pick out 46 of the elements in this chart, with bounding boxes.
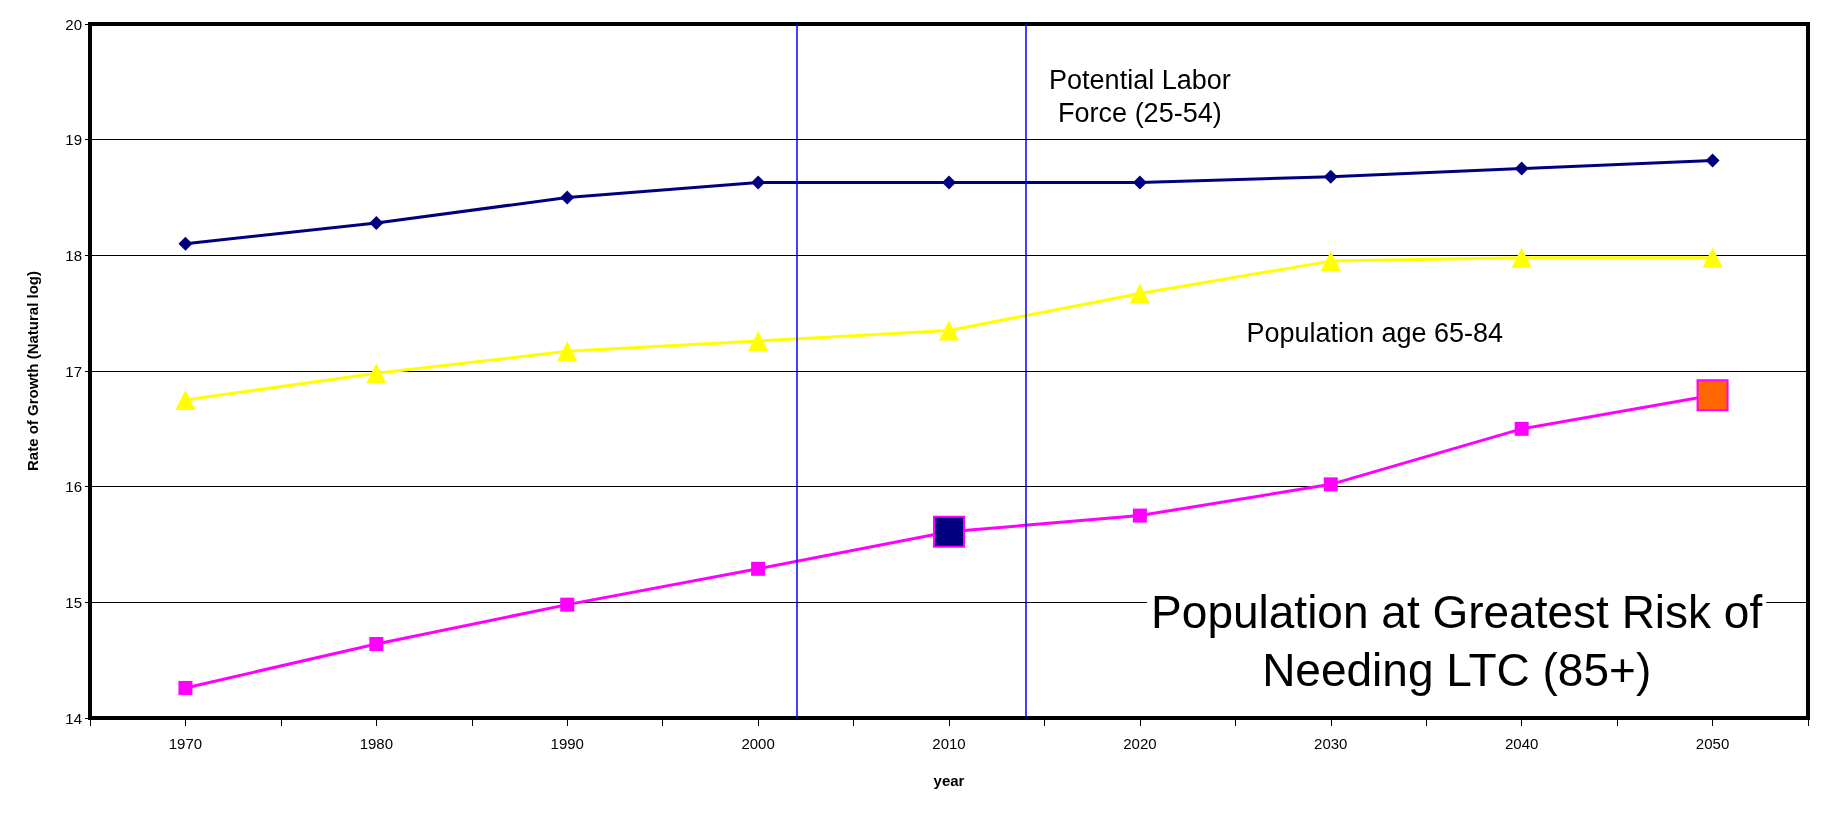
series-label: Population age 65-84 [1246, 318, 1504, 349]
point [1702, 247, 1723, 268]
x-tick-label: 1990 [550, 735, 584, 752]
point [1129, 283, 1150, 304]
y-tick-label: 20 [65, 15, 82, 33]
x-tick-label: 2000 [741, 735, 775, 752]
x-tick-label: 2020 [1123, 735, 1157, 752]
point [748, 330, 769, 351]
x-tick-label: 2050 [1695, 735, 1730, 752]
point [560, 597, 575, 612]
point [939, 320, 959, 341]
point [1132, 508, 1147, 523]
point [1514, 421, 1529, 436]
x-tick-label: 2030 [1314, 735, 1348, 752]
point [1320, 251, 1341, 272]
point [175, 389, 196, 410]
y-tick-label: 17 [65, 362, 82, 380]
point [751, 175, 766, 190]
point [1514, 161, 1529, 176]
point [1705, 153, 1720, 168]
point [178, 236, 193, 251]
point [366, 363, 387, 384]
point [557, 341, 578, 362]
x-tick-label: 1980 [359, 735, 394, 752]
y-axis-title: Rate of Growth (Natural log) [24, 271, 41, 471]
point [942, 175, 956, 190]
y-tick-label: 14 [65, 709, 82, 727]
y-tick-label: 18 [65, 246, 82, 264]
point [1323, 169, 1338, 184]
series-label: Potential Labor Force (25-54) [1049, 64, 1231, 129]
y-tick-label: 19 [65, 131, 82, 149]
point [369, 215, 384, 230]
x-tick-label: 2040 [1504, 735, 1539, 752]
x-tick-label: 2010 [932, 735, 966, 752]
point [560, 190, 575, 205]
point [369, 636, 384, 651]
x-tick-label: 1970 [168, 735, 203, 752]
x-axis-title: year [933, 772, 965, 789]
point [1511, 247, 1532, 268]
point [178, 680, 193, 695]
y-tick-label: 15 [65, 593, 82, 611]
y-tick-label: 16 [65, 478, 82, 496]
point [1323, 477, 1338, 492]
point [1132, 175, 1147, 190]
point [751, 561, 766, 576]
series-label: Population at Greatest Risk of Needing LTC (85+) [1151, 586, 1763, 696]
